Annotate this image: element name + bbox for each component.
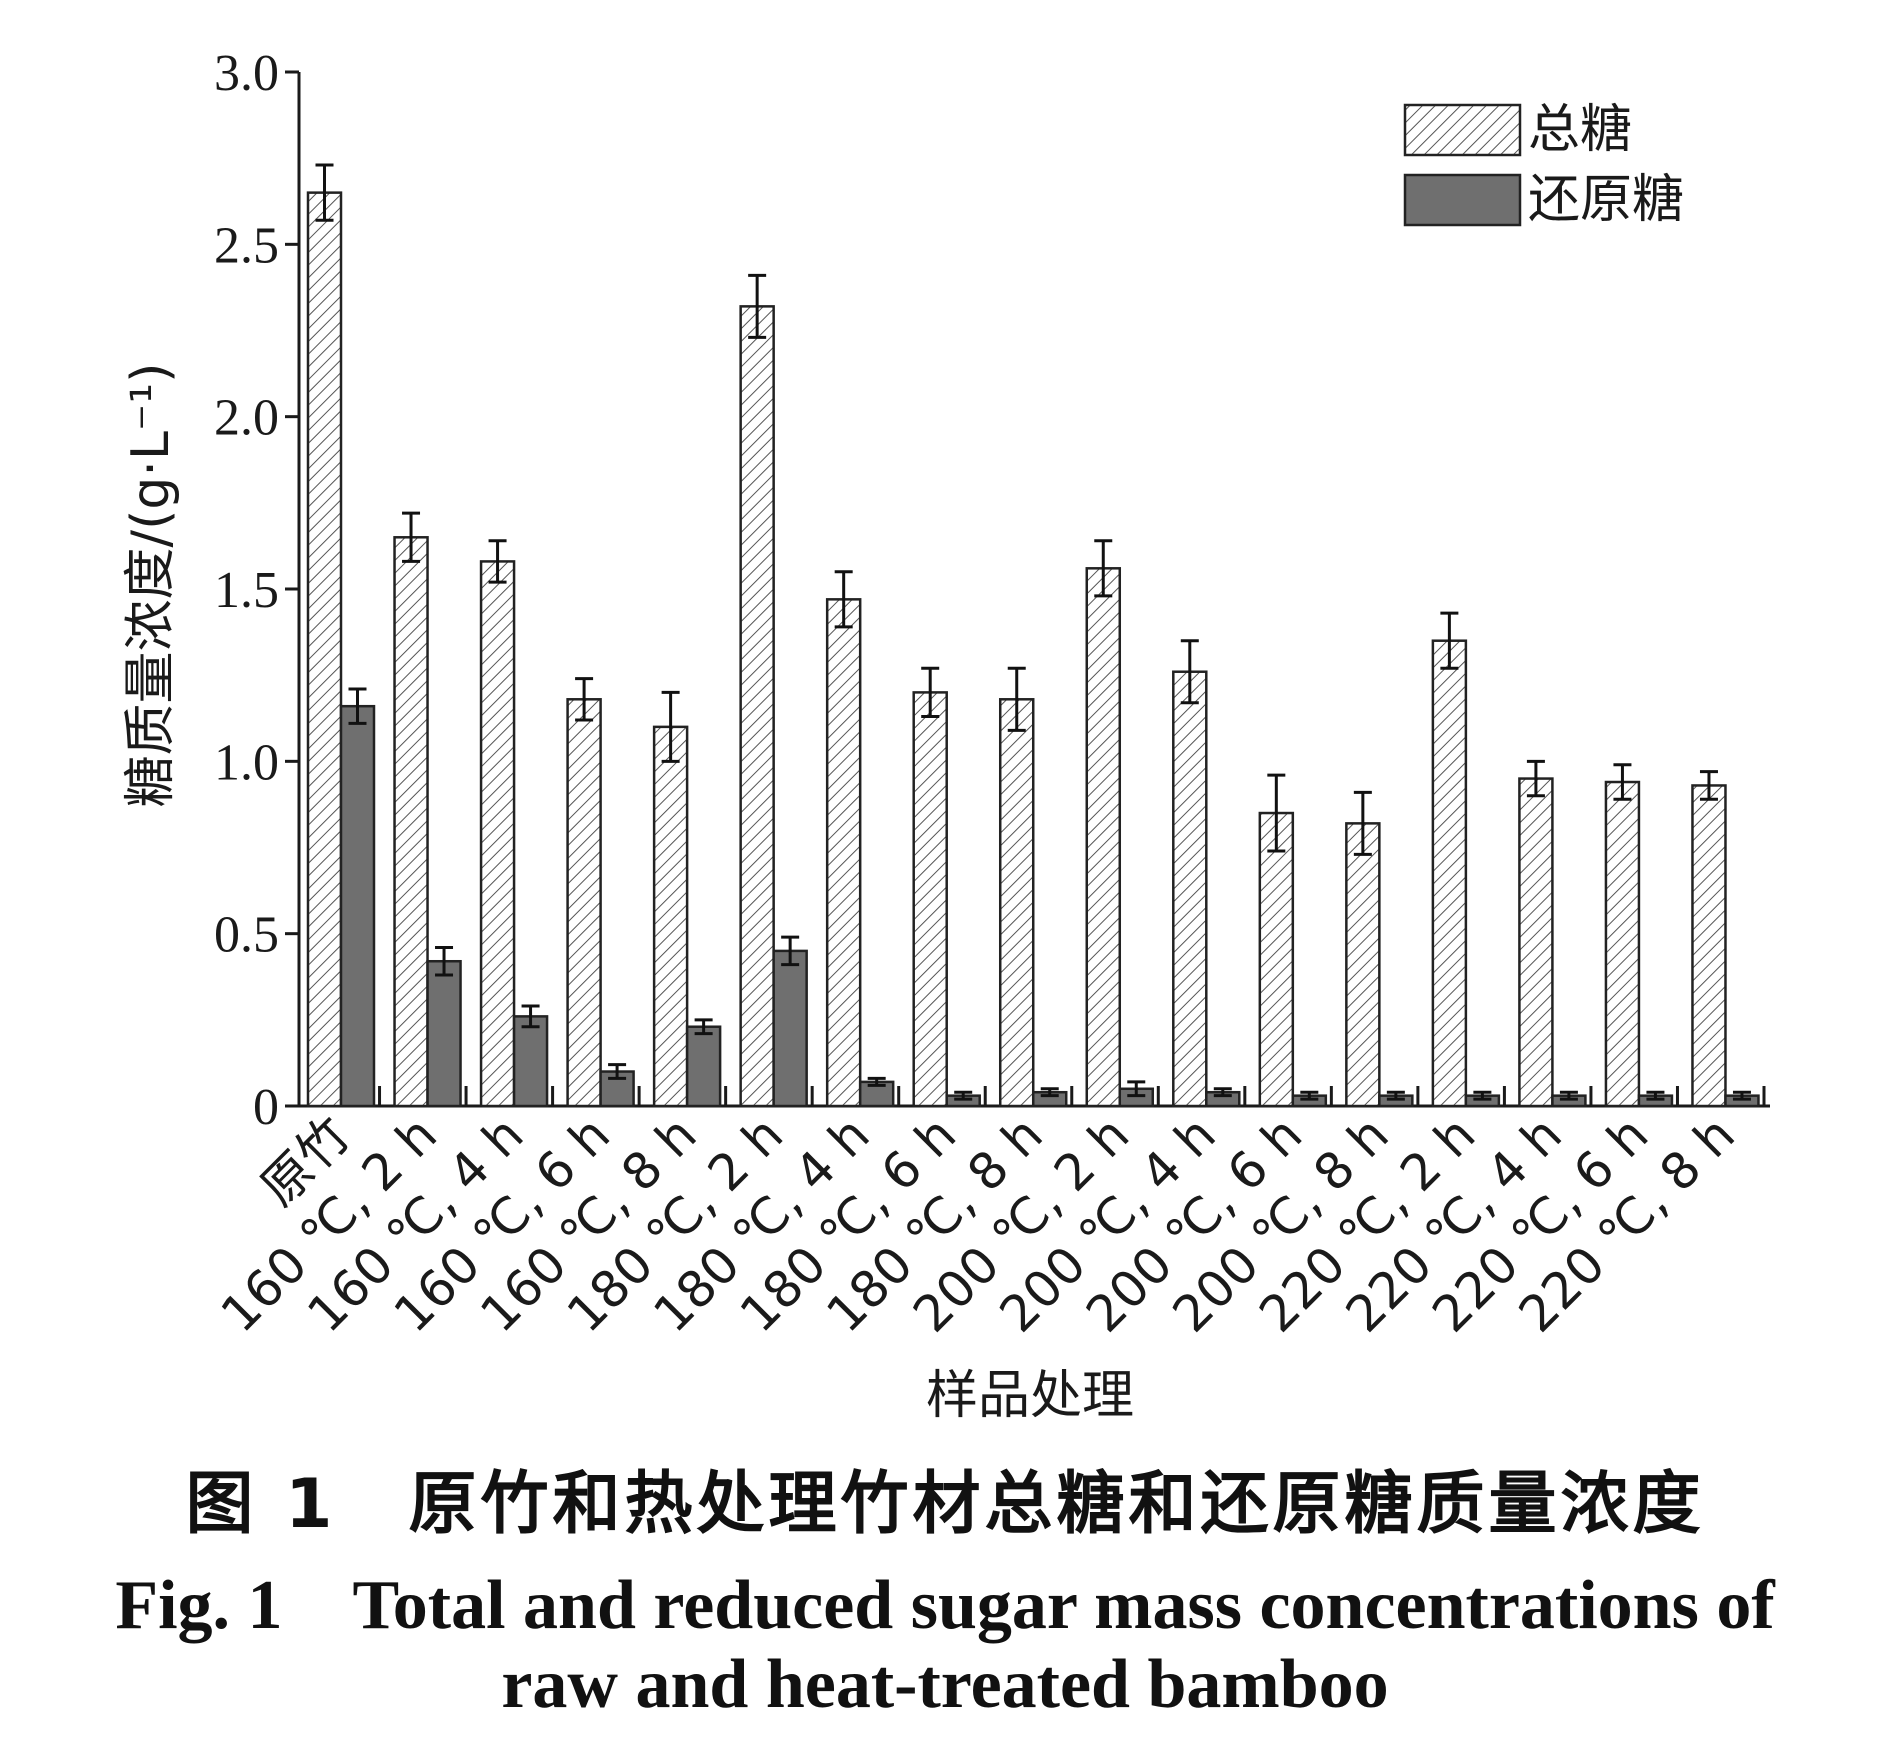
y-tick-label: 1.0	[214, 734, 279, 791]
bar-total-sugar	[1691, 784, 1727, 1108]
bar-total-sugar	[1604, 780, 1641, 1108]
bar-total-sugar	[912, 691, 948, 1108]
figure-caption-chinese: 图 1 原竹和热处理竹材总糖和还原糖质量浓度	[185, 1465, 1705, 1544]
bar-total-sugar	[306, 191, 343, 1108]
bar-total-sugar	[479, 560, 516, 1108]
x-axis-title: 样品处理	[926, 1366, 1134, 1426]
bar-reduced-sugar	[858, 1080, 895, 1108]
legend-swatch-total-sugar	[1403, 103, 1522, 157]
legend-label-reduced-sugar: 还原糖	[1528, 170, 1684, 230]
bar-reduced-sugar	[512, 1015, 549, 1108]
y-tick-label: 2.0	[214, 390, 279, 447]
bar-total-sugar	[739, 305, 775, 1108]
bar-total-sugar	[1172, 670, 1208, 1108]
bar-total-sugar	[998, 698, 1035, 1108]
bar-total-sugar	[1258, 811, 1295, 1108]
bar-reduced-sugar	[685, 1025, 722, 1108]
y-axis-title: 糖质量浓度/(g·L⁻¹)	[121, 363, 181, 808]
y-tick-label: 2.5	[214, 217, 279, 274]
y-tick-label: 0	[253, 1079, 279, 1136]
legend-swatch-reduced-sugar	[1403, 173, 1522, 227]
figure-caption-english-line2: raw and heat-treated bamboo	[501, 1646, 1389, 1723]
y-tick-label: 3.0	[214, 45, 279, 102]
bar-total-sugar	[1518, 777, 1554, 1108]
legend-label-total-sugar: 总糖	[1528, 100, 1632, 160]
bar-total-sugar	[652, 725, 689, 1108]
bar-total-sugar	[1345, 822, 1381, 1108]
bar-reduced-sugar	[339, 704, 376, 1108]
bar-total-sugar	[566, 698, 602, 1108]
bar-reduced-sugar	[772, 949, 808, 1108]
bar-total-sugar	[1431, 639, 1468, 1108]
figure-caption-english-line1: Fig. 1 Total and reduced sugar mass conc…	[115, 1567, 1775, 1644]
y-tick-label: 1.5	[214, 562, 279, 619]
bar-total-sugar	[825, 598, 862, 1108]
bar-total-sugar	[1085, 567, 1122, 1108]
bar-total-sugar	[393, 536, 429, 1108]
bar-reduced-sugar	[426, 959, 462, 1108]
y-tick-label: 0.5	[214, 907, 279, 964]
